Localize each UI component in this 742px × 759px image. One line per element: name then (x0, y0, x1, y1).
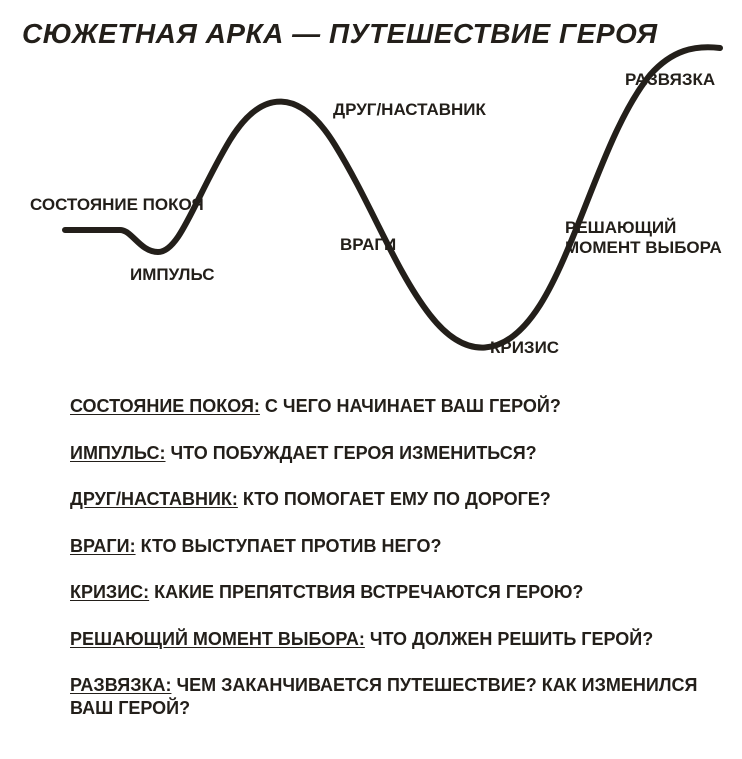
def-rest: СОСТОЯНИЕ ПОКОЯ: С ЧЕГО НАЧИНАЕТ ВАШ ГЕР… (70, 395, 712, 418)
label-rest: СОСТОЯНИЕ ПОКОЯ (30, 195, 204, 215)
def-text: С ЧЕГО НАЧИНАЕТ ВАШ ГЕРОЙ? (260, 396, 561, 416)
def-term: РЕШАЮЩИЙ МОМЕНТ ВЫБОРА: (70, 629, 365, 649)
def-term: ИМПУЛЬС: (70, 443, 166, 463)
def-term: КРИЗИС: (70, 582, 149, 602)
def-mentor: ДРУГ/НАСТАВНИК: КТО ПОМОГАЕТ ЕМУ ПО ДОРО… (70, 488, 712, 511)
page: { "title": "СЮЖЕТНАЯ АРКА — ПУТЕШЕСТВИЕ … (0, 0, 742, 759)
def-text: КТО ПОМОГАЕТ ЕМУ ПО ДОРОГЕ? (238, 489, 551, 509)
def-term: ВРАГИ: (70, 536, 136, 556)
def-term: РАЗВЯЗКА: (70, 675, 171, 695)
def-resolve: РАЗВЯЗКА: ЧЕМ ЗАКАНЧИВАЕТСЯ ПУТЕШЕСТВИЕ?… (70, 674, 712, 719)
def-text: ЧТО ПОБУЖДАЕТ ГЕРОЯ ИЗМЕНИТЬСЯ? (166, 443, 537, 463)
def-crisis: КРИЗИС: КАКИЕ ПРЕПЯТСТВИЯ ВСТРЕЧАЮТСЯ ГЕ… (70, 581, 712, 604)
label-resolve: РАЗВЯЗКА (625, 70, 715, 90)
label-crisis: КРИЗИС (490, 338, 559, 358)
def-enemies: ВРАГИ: КТО ВЫСТУПАЕТ ПРОТИВ НЕГО? (70, 535, 712, 558)
label-choice: РЕШАЮЩИЙ МОМЕНТ ВЫБОРА (565, 218, 722, 257)
def-choice: РЕШАЮЩИЙ МОМЕНТ ВЫБОРА: ЧТО ДОЛЖЕН РЕШИТ… (70, 628, 712, 651)
def-term: ДРУГ/НАСТАВНИК: (70, 489, 238, 509)
label-enemies: ВРАГИ (340, 235, 396, 255)
label-mentor: ДРУГ/НАСТАВНИК (333, 100, 486, 120)
def-text: КТО ВЫСТУПАЕТ ПРОТИВ НЕГО? (136, 536, 442, 556)
def-text: КАКИЕ ПРЕПЯТСТВИЯ ВСТРЕЧАЮТСЯ ГЕРОЮ? (149, 582, 583, 602)
label-impulse: ИМПУЛЬС (130, 265, 215, 285)
definitions-list: СОСТОЯНИЕ ПОКОЯ: С ЧЕГО НАЧИНАЕТ ВАШ ГЕР… (70, 395, 712, 719)
def-impulse: ИМПУЛЬС: ЧТО ПОБУЖДАЕТ ГЕРОЯ ИЗМЕНИТЬСЯ? (70, 442, 712, 465)
arc-diagram: СОСТОЯНИЕ ПОКОЯ ИМПУЛЬС ДРУГ/НАСТАВНИК В… (0, 40, 742, 370)
def-term: СОСТОЯНИЕ ПОКОЯ: (70, 396, 260, 416)
def-text: ЧТО ДОЛЖЕН РЕШИТЬ ГЕРОЙ? (365, 629, 653, 649)
